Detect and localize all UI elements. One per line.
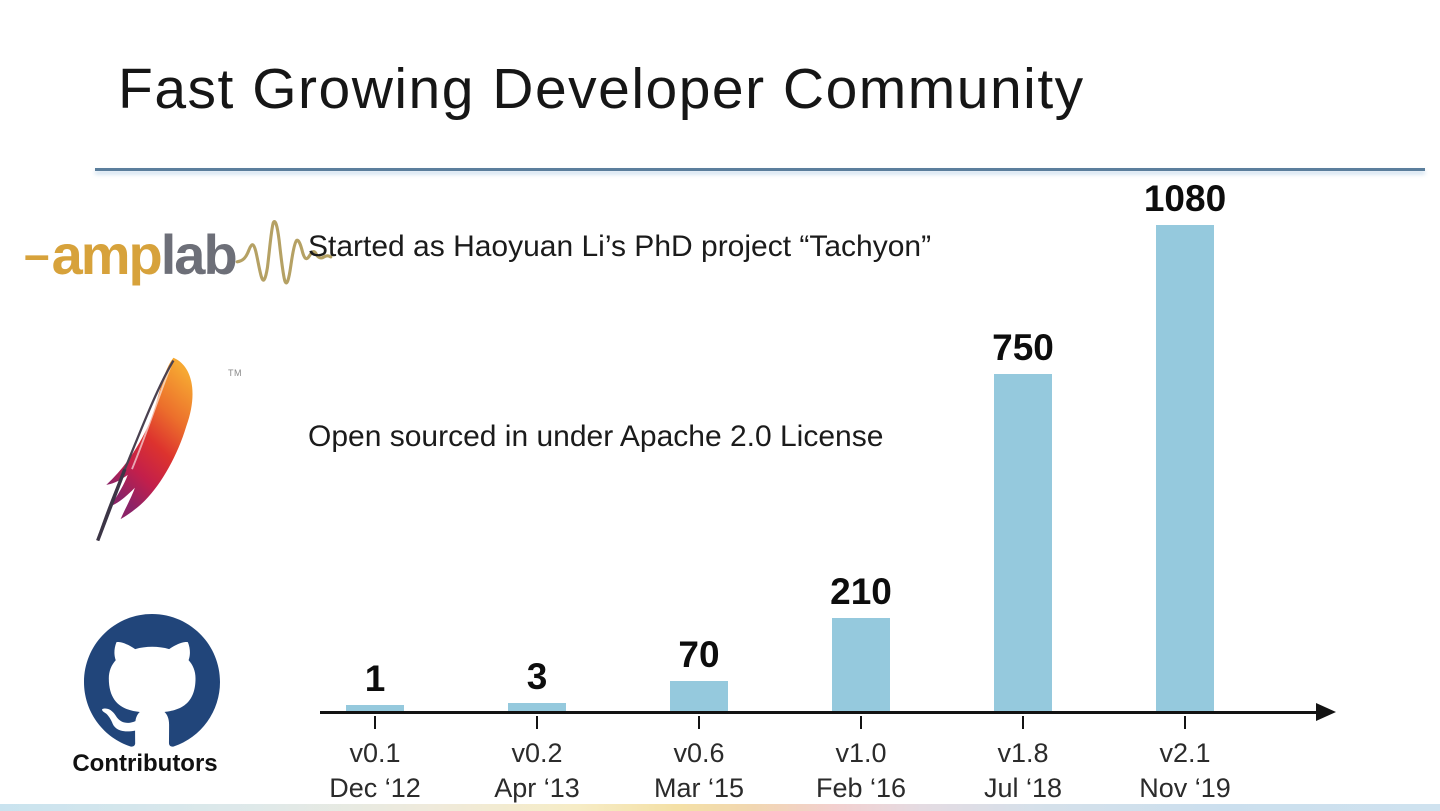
category-label: v0.1 Dec ‘12 [289, 736, 461, 806]
axis-tick [698, 716, 700, 729]
title-divider [95, 168, 1425, 171]
bar-value-label: 3 [526, 656, 548, 697]
category-label: v1.8 Jul ‘18 [937, 736, 1109, 806]
axis-tick [860, 716, 862, 729]
category-version: v2.1 [1159, 738, 1211, 768]
category-date: Feb ‘16 [815, 773, 907, 803]
amplab-amp-text: amp [51, 222, 163, 286]
category-version: v1.8 [997, 738, 1049, 768]
x-axis-line [320, 711, 1320, 714]
bar [670, 681, 728, 713]
category-date: Nov ‘19 [1139, 773, 1231, 803]
category-date: Jul ‘18 [983, 773, 1063, 803]
bar-value-label: 70 [678, 634, 720, 675]
bar-value-label: 1 [364, 658, 386, 699]
category-version: v1.0 [835, 738, 887, 768]
category-date: Dec ‘12 [329, 773, 421, 803]
apache-feather-icon [72, 352, 232, 557]
category-label: v0.2 Apr ‘13 [451, 736, 623, 806]
category-version: v0.1 [349, 738, 401, 768]
axis-tick [536, 716, 538, 729]
category-label: v1.0 Feb ‘16 [775, 736, 947, 806]
category-date: Mar ‘15 [653, 773, 745, 803]
amplab-lab-text: lab [160, 222, 238, 286]
category-version: v0.2 [511, 738, 563, 768]
amplab-dash: – [24, 228, 50, 280]
github-octocat-icon [84, 614, 220, 755]
bottom-edge-strip [0, 804, 1440, 811]
x-axis-arrowhead-icon [1316, 703, 1336, 721]
axis-tick [1184, 716, 1186, 729]
page-title: Fast Growing Developer Community [118, 57, 1085, 121]
category-label: v2.1 Nov ‘19 [1099, 736, 1271, 806]
bar-value-label: 1080 [1143, 178, 1227, 219]
axis-tick [1022, 716, 1024, 729]
contributors-label: Contributors [72, 750, 218, 777]
amplab-waveform-icon [235, 211, 334, 298]
category-date: Apr ‘13 [494, 773, 580, 803]
axis-tick [374, 716, 376, 729]
bullet-text-license: Open sourced in under Apache 2.0 License [308, 420, 884, 453]
bar-value-label: 210 [830, 571, 892, 612]
bar-value-label: 750 [992, 327, 1054, 368]
bar [508, 703, 566, 713]
bar [1156, 225, 1214, 713]
category-version: v0.6 [673, 738, 725, 768]
amplab-logo: – amp lab [24, 216, 334, 292]
bar [832, 618, 890, 713]
apache-tm-mark: TM [228, 368, 242, 378]
bar [994, 374, 1052, 713]
category-label: v0.6 Mar ‘15 [613, 736, 785, 806]
bar [346, 705, 404, 713]
bullet-text-tachyon: Started as Haoyuan Li’s PhD project “Tac… [308, 230, 932, 263]
